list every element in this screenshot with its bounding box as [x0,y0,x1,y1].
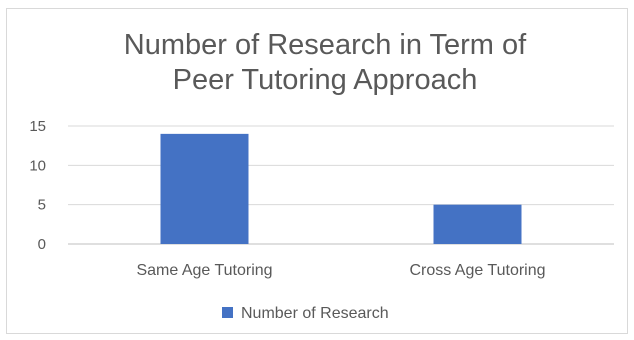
gridlines [68,125,614,245]
chart-title-line-1: Number of Research in Term of [124,29,527,61]
y-tick-label: 15 [29,118,46,135]
legend-swatch [222,307,233,318]
legend-label: Number of Research [241,305,389,322]
chart-frame [6,8,628,334]
y-axis-ticks: 0 5 10 15 [29,118,46,253]
x-axis-categories: Same Age Tutoring Cross Age Tutoring [136,262,545,279]
bar-2 [433,204,522,244]
x-category-label: Cross Age Tutoring [409,262,545,279]
legend: Number of Research [222,305,389,322]
y-tick-label: 10 [29,157,46,174]
chart-title-line-2: Peer Tutoring Approach [173,64,478,96]
x-category-label: Same Age Tutoring [136,262,272,279]
bar-1 [160,133,249,244]
y-tick-label: 5 [38,197,46,214]
bars [160,133,522,244]
y-tick-label: 0 [38,236,46,253]
